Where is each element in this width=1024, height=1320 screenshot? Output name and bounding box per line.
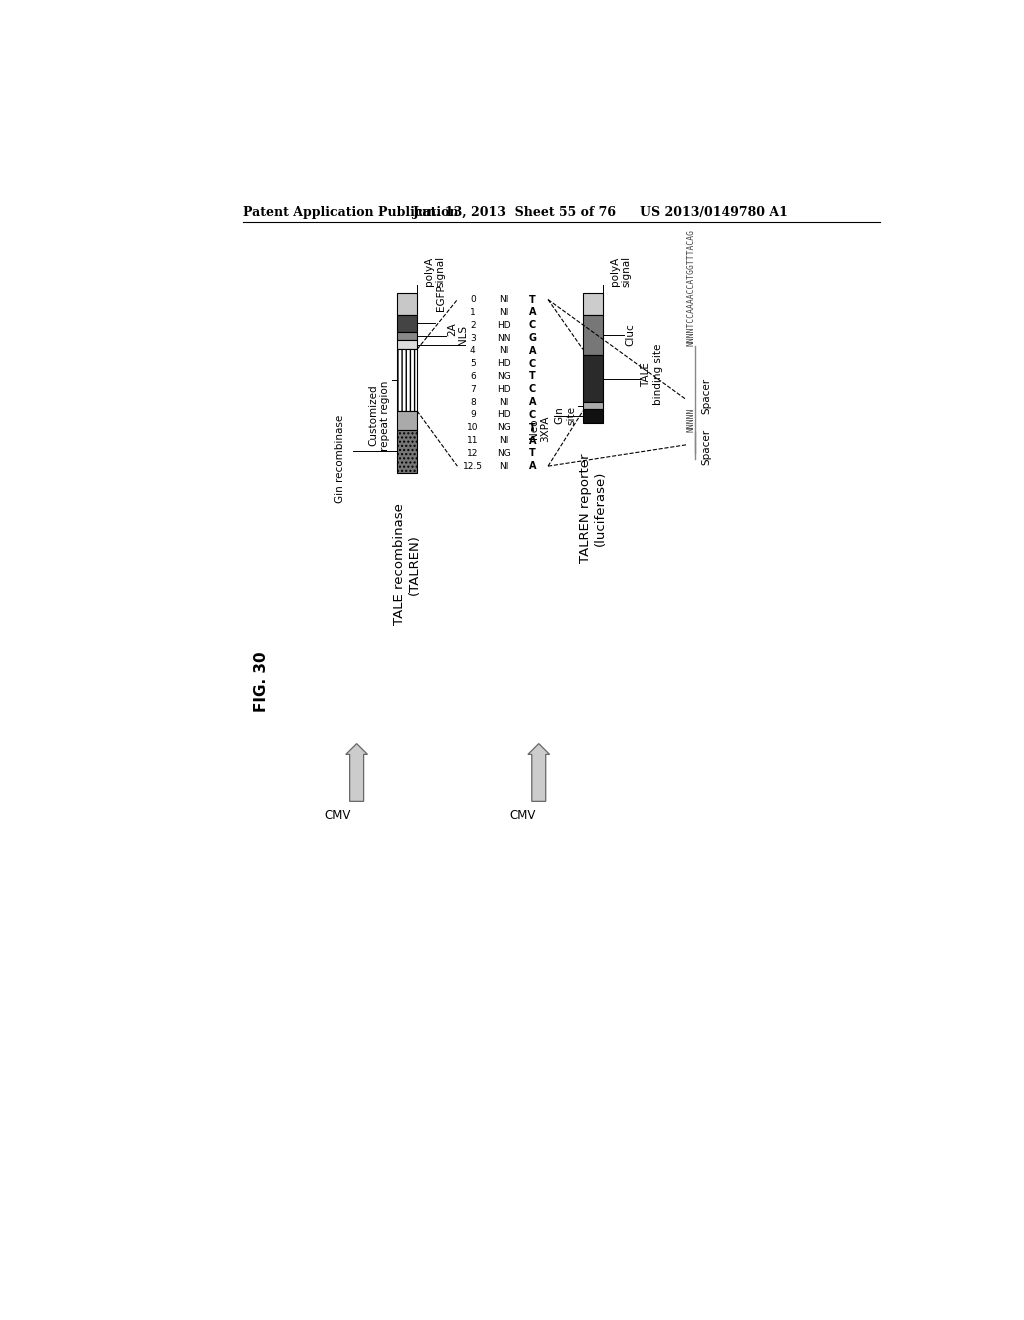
Text: Spacer: Spacer [701, 378, 712, 413]
Text: Jun. 13, 2013  Sheet 55 of 76: Jun. 13, 2013 Sheet 55 of 76 [414, 206, 617, 219]
Text: C: C [529, 359, 537, 368]
Text: NI: NI [499, 436, 509, 445]
Text: 2A: 2A [447, 322, 458, 335]
Text: US 2013/0149780 A1: US 2013/0149780 A1 [640, 206, 787, 219]
Text: A: A [528, 461, 537, 471]
Text: Customized
repeat region: Customized repeat region [369, 380, 390, 450]
Text: HD: HD [497, 384, 511, 393]
Text: 12.5: 12.5 [463, 462, 483, 471]
Text: NI: NI [499, 346, 509, 355]
Bar [583, 293, 603, 314]
Text: G: G [528, 333, 537, 343]
Text: 9: 9 [470, 411, 476, 420]
Text: NG: NG [497, 449, 511, 458]
Text: NG: NG [497, 372, 511, 381]
Text: Cluc: Cluc [626, 323, 636, 346]
Text: TALE recombinase
(TALREN): TALE recombinase (TALREN) [393, 503, 421, 626]
Text: NI: NI [499, 296, 509, 304]
Bar [397, 341, 417, 350]
Text: 3: 3 [470, 334, 476, 342]
Text: TALE
binding site: TALE binding site [641, 345, 663, 405]
Text: 11: 11 [467, 436, 478, 445]
Text: Spacer: Spacer [701, 429, 712, 465]
Text: NNNNN: NNNNN [686, 408, 695, 432]
Polygon shape [346, 743, 368, 801]
Text: CMV: CMV [324, 809, 350, 822]
Text: 2: 2 [470, 321, 476, 330]
Text: 7: 7 [470, 384, 476, 393]
Bar [397, 350, 417, 411]
Text: T: T [529, 294, 536, 305]
Text: EGFP: EGFP [436, 284, 446, 312]
Text: 0: 0 [470, 296, 476, 304]
Bar [397, 314, 417, 331]
Bar [583, 409, 603, 422]
Text: Gin
site: Gin site [554, 405, 575, 425]
Text: polyA
signal: polyA signal [424, 256, 445, 286]
Bar [583, 314, 603, 355]
Text: 4: 4 [470, 346, 476, 355]
Bar [397, 331, 417, 341]
Text: A: A [528, 397, 537, 407]
Text: HD: HD [497, 321, 511, 330]
Text: Gin recombinase: Gin recombinase [335, 414, 345, 503]
Text: 5: 5 [470, 359, 476, 368]
Bar [583, 355, 603, 403]
Text: NG: NG [497, 424, 511, 432]
Text: A: A [528, 346, 537, 356]
Text: HD: HD [497, 359, 511, 368]
Text: A: A [528, 436, 537, 446]
Text: C: C [529, 384, 537, 395]
Text: A: A [528, 308, 537, 317]
Text: C: C [529, 411, 537, 420]
Text: 6: 6 [470, 372, 476, 381]
Text: 12: 12 [467, 449, 478, 458]
Polygon shape [528, 743, 550, 801]
Text: TALREN reporter
(luciferase): TALREN reporter (luciferase) [579, 453, 607, 562]
Text: T: T [529, 371, 536, 381]
Text: HD: HD [497, 411, 511, 420]
Text: 10: 10 [467, 424, 478, 432]
Text: Neo
3XPA: Neo 3XPA [528, 416, 550, 442]
Text: T: T [529, 422, 536, 433]
Bar [583, 403, 603, 409]
Text: 8: 8 [470, 397, 476, 407]
Text: NI: NI [499, 462, 509, 471]
Text: NI: NI [499, 397, 509, 407]
Text: NLS: NLS [458, 325, 468, 345]
Bar [397, 430, 417, 473]
Bar [397, 411, 417, 430]
Text: 1: 1 [470, 308, 476, 317]
Text: NNNNTCCAAAACCATGGTTTACAG: NNNNTCCAAAACCATGGTTTACAG [686, 228, 695, 346]
Text: NN: NN [497, 334, 511, 342]
Text: FIG. 30: FIG. 30 [254, 652, 268, 713]
Text: T: T [529, 449, 536, 458]
Text: Patent Application Publication: Patent Application Publication [243, 206, 458, 219]
Text: CMV: CMV [509, 809, 536, 822]
Text: C: C [529, 321, 537, 330]
Text: NI: NI [499, 308, 509, 317]
Bar [397, 293, 417, 314]
Text: polyA
signal: polyA signal [610, 256, 632, 286]
